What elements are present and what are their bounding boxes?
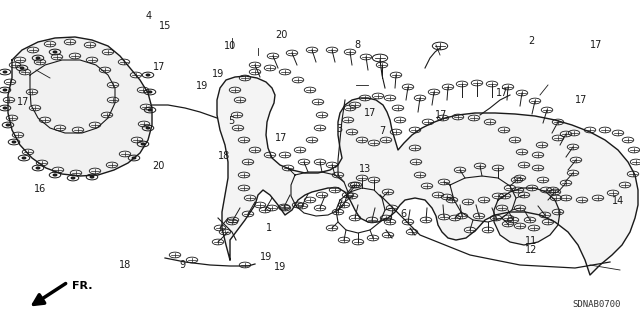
Text: 17: 17 — [575, 94, 588, 105]
Text: 1: 1 — [266, 223, 272, 233]
Text: 2: 2 — [528, 36, 534, 47]
Text: 11: 11 — [525, 236, 538, 246]
Circle shape — [22, 157, 26, 159]
Text: 17: 17 — [152, 62, 165, 72]
Text: 17: 17 — [17, 97, 29, 107]
Text: 12: 12 — [525, 245, 538, 256]
Text: 3: 3 — [336, 124, 342, 134]
Circle shape — [71, 177, 75, 179]
Text: 13: 13 — [358, 164, 371, 174]
Text: 7: 7 — [380, 126, 386, 136]
Text: 19: 19 — [274, 262, 287, 272]
Text: 19: 19 — [211, 69, 224, 79]
Circle shape — [12, 141, 16, 143]
Polygon shape — [494, 188, 560, 245]
Text: 19: 19 — [196, 81, 209, 91]
Text: 17: 17 — [435, 110, 448, 121]
Circle shape — [53, 51, 57, 53]
Polygon shape — [8, 37, 152, 176]
Circle shape — [141, 143, 145, 145]
Text: 19: 19 — [260, 252, 273, 262]
Circle shape — [90, 176, 93, 178]
Text: 15: 15 — [159, 21, 172, 31]
Text: 17: 17 — [495, 87, 508, 98]
Text: 17: 17 — [364, 108, 376, 118]
Text: 17: 17 — [275, 133, 288, 143]
Circle shape — [147, 74, 150, 76]
Circle shape — [36, 57, 40, 59]
Circle shape — [36, 167, 40, 169]
Circle shape — [6, 124, 10, 126]
Text: 14: 14 — [611, 196, 624, 206]
Text: 4: 4 — [145, 11, 152, 21]
Text: SDNAB0700: SDNAB0700 — [572, 300, 621, 309]
Text: 10: 10 — [224, 41, 237, 51]
Text: 5: 5 — [228, 116, 235, 126]
Text: 9: 9 — [179, 260, 186, 271]
Circle shape — [3, 89, 7, 91]
Text: 18: 18 — [218, 151, 230, 161]
Circle shape — [3, 71, 7, 73]
Circle shape — [53, 174, 57, 176]
Text: 6: 6 — [400, 209, 406, 219]
Text: 8: 8 — [354, 40, 360, 50]
Text: 18: 18 — [119, 260, 132, 271]
Circle shape — [20, 67, 24, 69]
Circle shape — [148, 109, 152, 111]
Polygon shape — [217, 76, 638, 275]
Circle shape — [148, 91, 152, 93]
Text: 16: 16 — [33, 184, 46, 194]
Text: FR.: FR. — [72, 281, 93, 291]
Text: 20: 20 — [152, 161, 165, 171]
Circle shape — [147, 127, 150, 129]
Text: 17: 17 — [590, 40, 603, 50]
Circle shape — [3, 107, 7, 109]
Text: 20: 20 — [275, 30, 288, 40]
Circle shape — [132, 157, 136, 159]
